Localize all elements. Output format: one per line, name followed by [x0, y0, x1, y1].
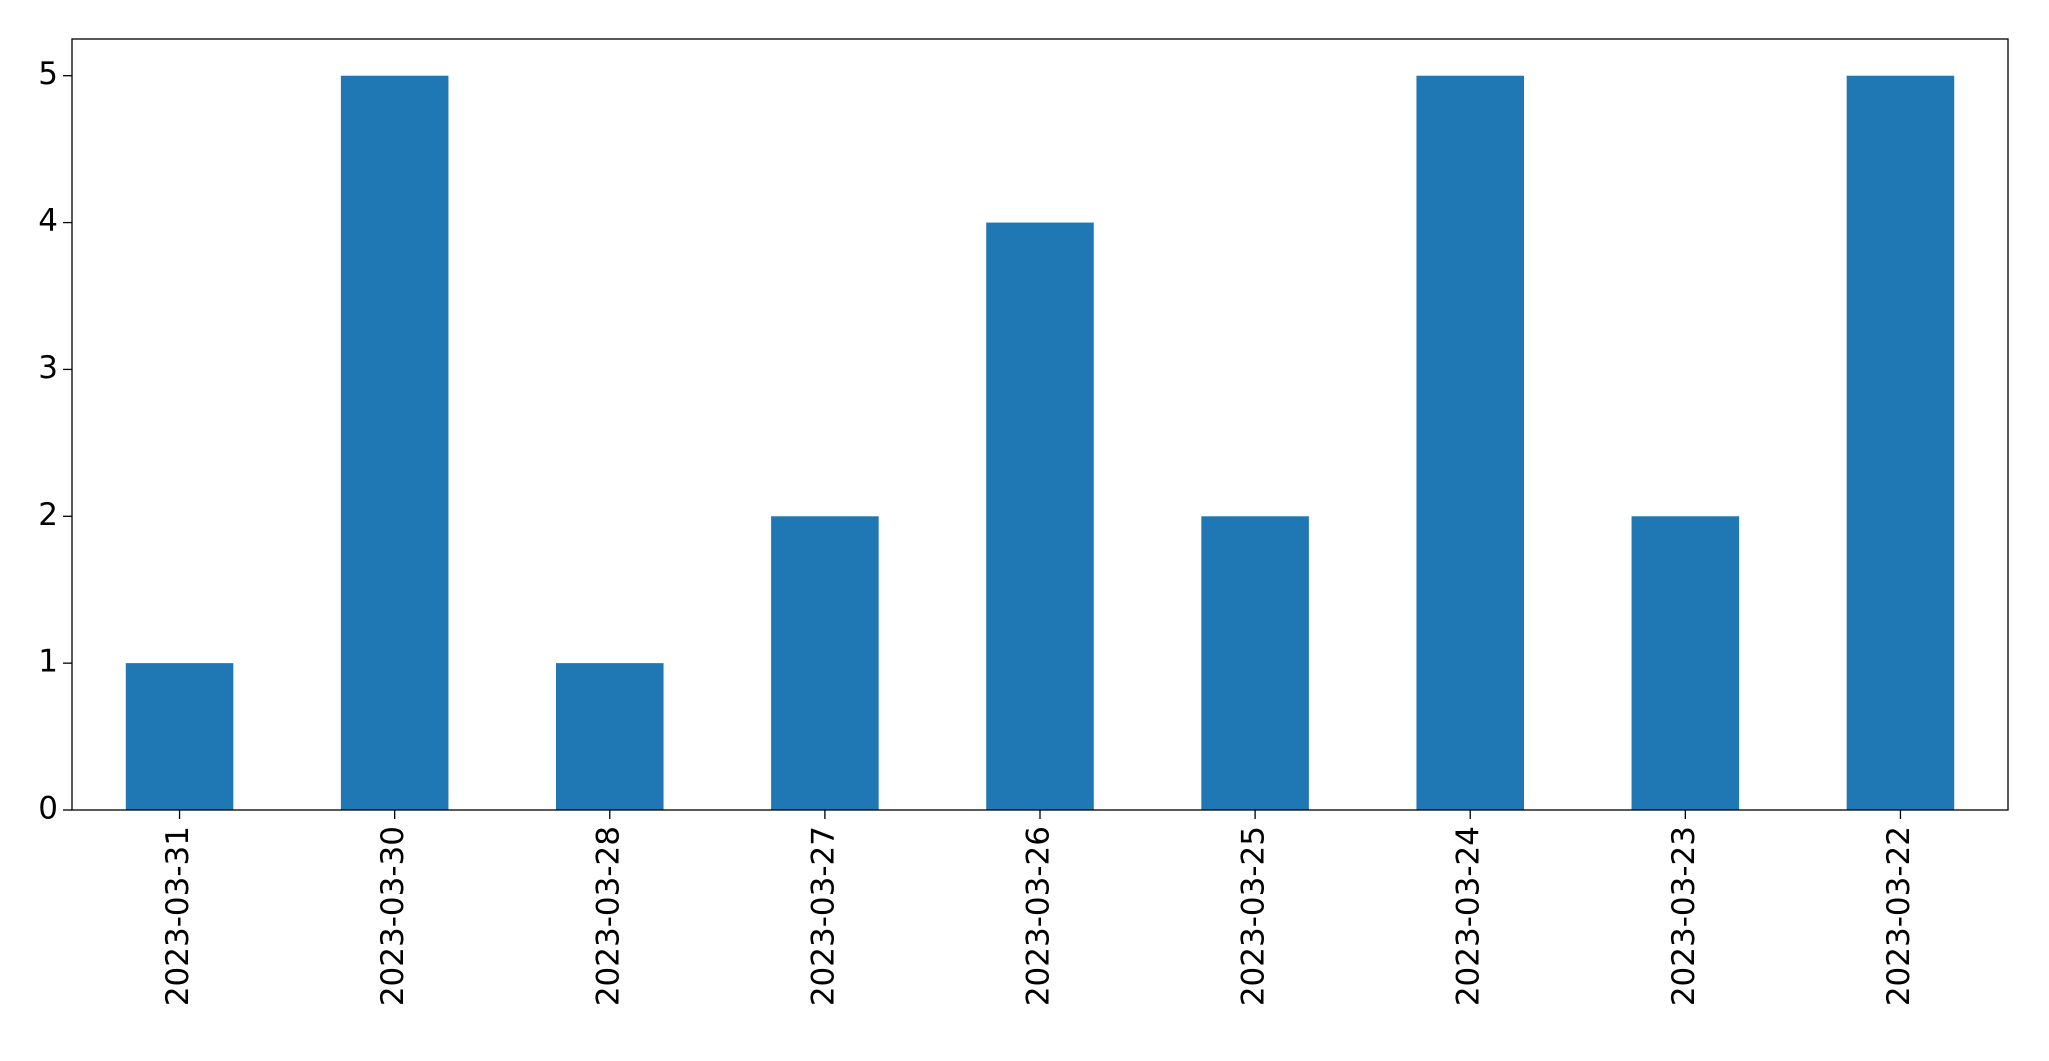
bar	[1201, 516, 1309, 810]
y-tick-label: 1	[38, 644, 58, 680]
x-tick-label: 2023-03-24	[1451, 826, 1487, 1006]
x-tick-label: 2023-03-26	[1021, 826, 1057, 1006]
x-tick-label: 2023-03-31	[160, 826, 196, 1006]
plot-frame	[71, 38, 2009, 811]
x-tick-label: 2023-03-30	[375, 826, 411, 1006]
x-tick-label: 2023-03-23	[1666, 826, 1702, 1006]
bar	[1846, 75, 1955, 810]
bar	[556, 663, 664, 810]
bar	[125, 663, 234, 810]
x-tick-label: 2023-03-27	[805, 826, 841, 1006]
bar	[340, 75, 449, 810]
x-tick-label: 2023-03-22	[1881, 826, 1917, 1006]
bar	[1631, 516, 1740, 810]
y-tick-label: 5	[38, 56, 58, 92]
x-tick-label: 2023-03-28	[590, 826, 626, 1006]
bar	[771, 516, 879, 810]
y-tick-label: 3	[38, 350, 58, 386]
y-tick-label: 0	[38, 791, 58, 827]
y-tick-label: 4	[38, 203, 58, 239]
y-tick-label: 2	[38, 497, 58, 533]
x-tick-label: 2023-03-25	[1236, 826, 1272, 1006]
bar	[986, 222, 1094, 811]
bar	[1416, 75, 1524, 810]
